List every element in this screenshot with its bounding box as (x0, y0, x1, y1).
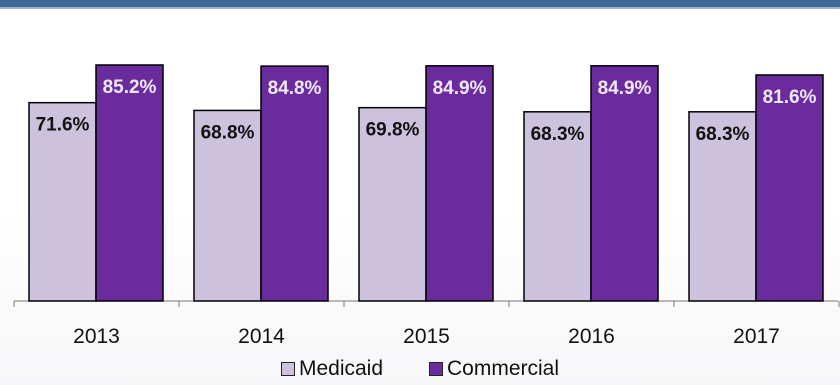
data-label-commercial-2015: 84.9% (433, 78, 487, 99)
data-label-medicaid-2016: 68.3% (531, 124, 585, 145)
legend-swatch-commercial (429, 362, 444, 376)
legend-item-medicaid: Medicaid (280, 357, 384, 381)
bar-commercial-2015 (425, 65, 494, 302)
data-label-commercial-2017: 81.6% (763, 87, 817, 108)
data-label-medicaid-2017: 68.3% (696, 124, 750, 145)
bar-medicaid-2016 (523, 111, 592, 302)
legend-swatch-medicaid (280, 362, 295, 376)
bar-commercial-2014 (260, 65, 329, 302)
category-label-2016: 2016 (568, 325, 615, 348)
legend-item-commercial: Commercial (429, 357, 559, 381)
category-label-2014: 2014 (238, 325, 285, 348)
category-label-2013: 2013 (73, 325, 120, 348)
bar-commercial-2016 (590, 65, 659, 302)
data-label-commercial-2013: 85.2% (103, 77, 157, 98)
legend-label-commercial: Commercial (447, 357, 560, 380)
bar-medicaid-2015 (358, 106, 427, 302)
data-label-medicaid-2013: 71.6% (36, 115, 90, 136)
data-label-medicaid-2015: 69.8% (366, 120, 420, 141)
bar-medicaid-2014 (193, 109, 262, 302)
data-label-commercial-2014: 84.8% (268, 78, 322, 99)
data-label-medicaid-2014: 68.8% (201, 122, 255, 143)
category-label-2015: 2015 (403, 325, 450, 348)
bar-medicaid-2017 (688, 111, 757, 302)
data-label-commercial-2016: 84.9% (598, 78, 652, 99)
category-label-2017: 2017 (733, 325, 780, 348)
legend-label-medicaid: Medicaid (298, 357, 384, 380)
bar-commercial-2013 (95, 64, 164, 302)
header-band (0, 0, 840, 9)
bar-commercial-2017 (755, 74, 824, 302)
legend: Medicaid Commercial (0, 356, 840, 382)
